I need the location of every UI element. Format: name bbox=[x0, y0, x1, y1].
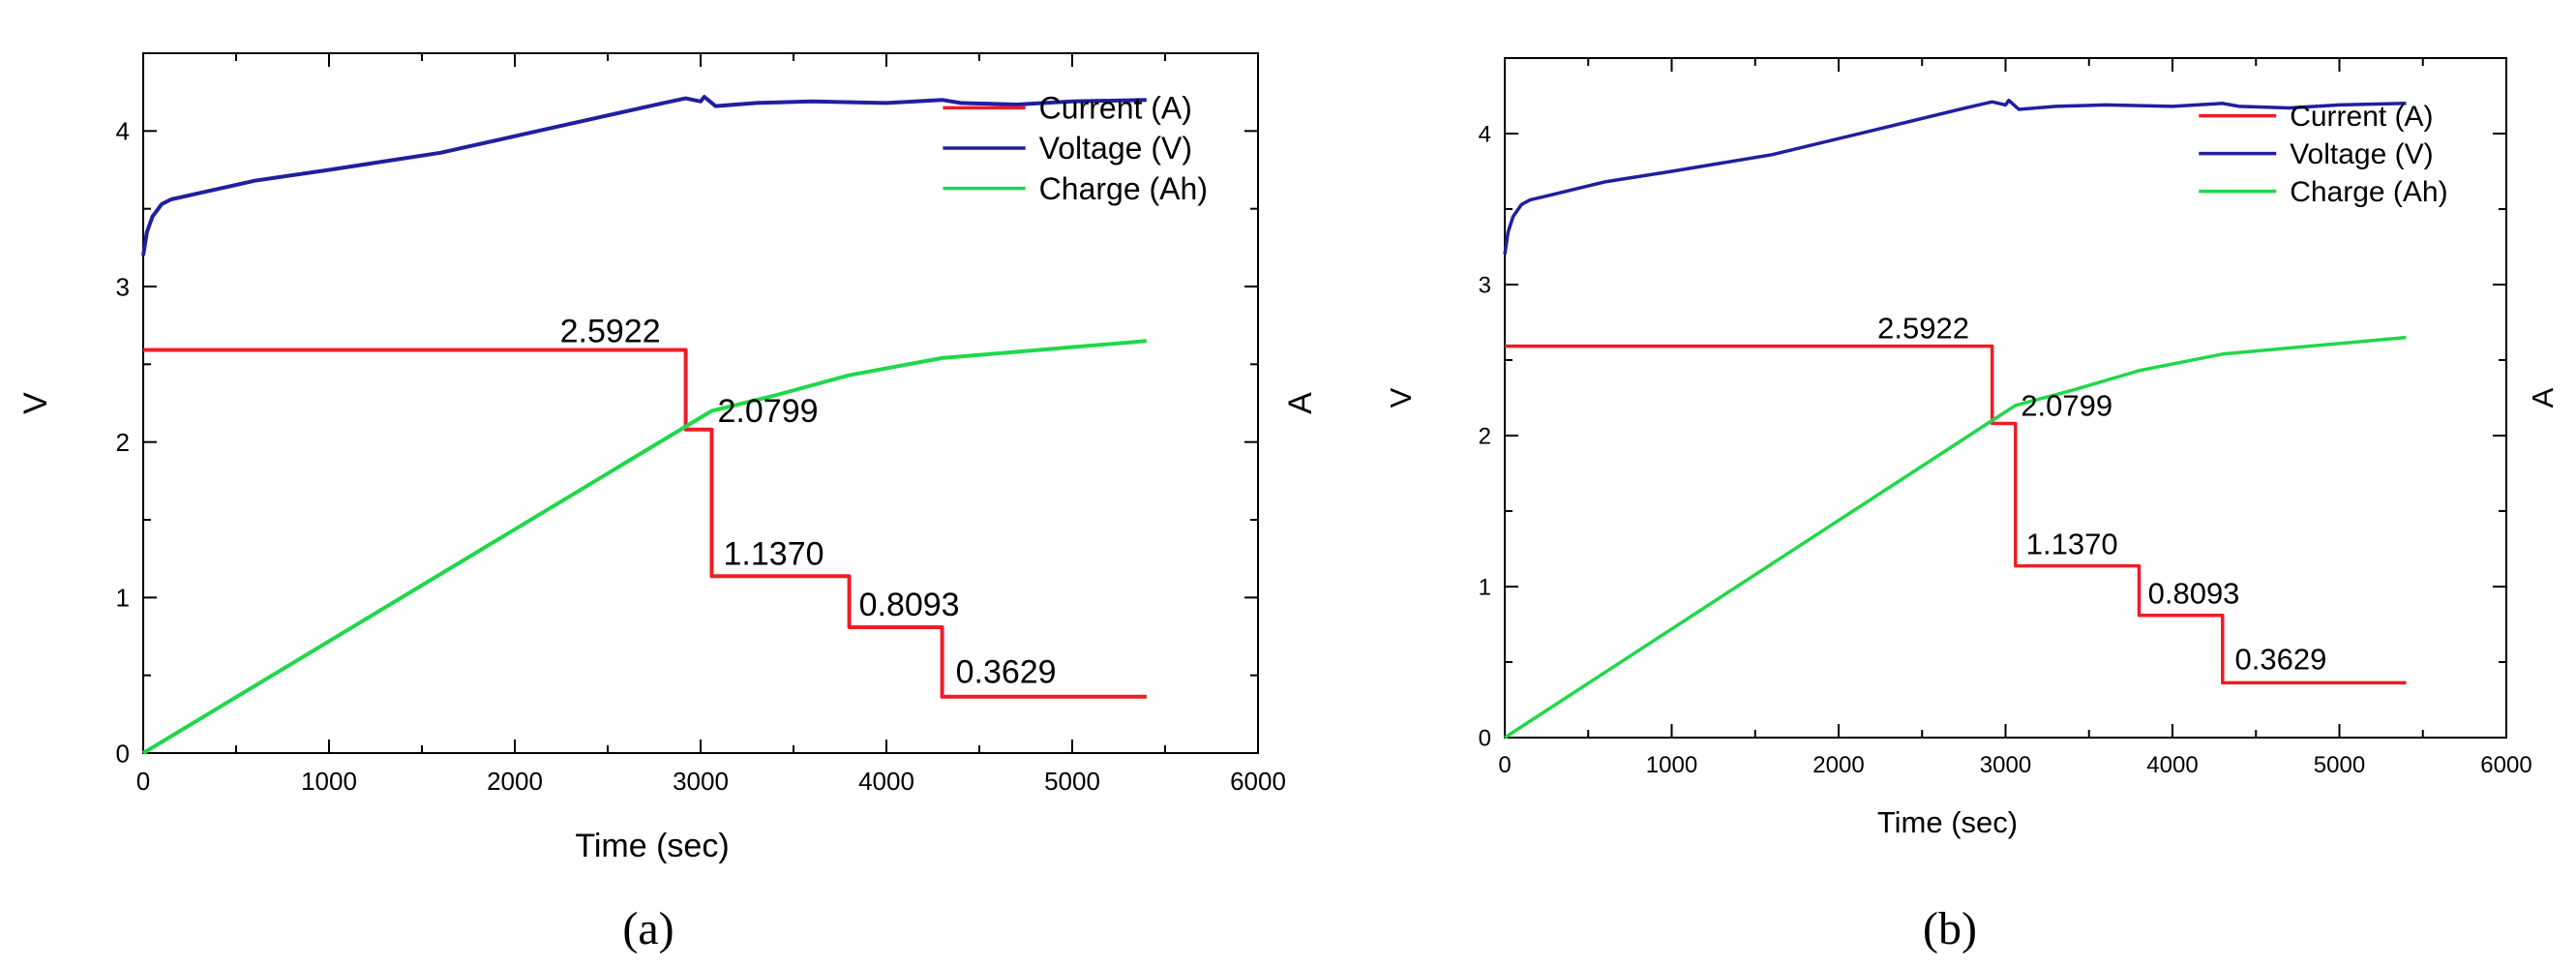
data-label: 0.8093 bbox=[859, 587, 960, 623]
legend-label: Voltage (V) bbox=[2290, 138, 2433, 170]
data-label: 1.1370 bbox=[724, 535, 824, 572]
series-line-voltage-v bbox=[141, 95, 1147, 257]
x-tick-label: 6000 bbox=[1230, 767, 1286, 796]
series-line-current-a bbox=[1505, 344, 2407, 685]
legend-label: Voltage (V) bbox=[1039, 131, 1192, 166]
y-tick-label: 4 bbox=[1479, 122, 1491, 148]
legend-label: Current (A) bbox=[1039, 91, 1192, 126]
chart-panel-b: 0 1000 2000 3000 4000 5000 6000 0 1 2 3 4 2.5922 2.07… bbox=[1384, 57, 2560, 954]
y-axis-label-left: V bbox=[1384, 387, 1418, 408]
x-tick-label: 0 bbox=[1498, 752, 1511, 778]
y-axis-label-right: A bbox=[2526, 387, 2560, 408]
legend-label: Current (A) bbox=[2290, 101, 2433, 133]
x-tick-label: 2000 bbox=[1812, 752, 1864, 778]
x-tick-label: 0 bbox=[136, 767, 150, 796]
y-tick-label: 3 bbox=[1479, 273, 1491, 299]
y-tick-label: 3 bbox=[116, 272, 130, 301]
series-line-charge-ah bbox=[141, 339, 1147, 755]
x-axis-label: Time (sec) bbox=[1877, 805, 2018, 839]
chart-panel-a: 0 1000 2000 3000 4000 5000 6000 0 1 2 3 4 2.5922 2.07… bbox=[17, 52, 1319, 954]
x-tick-label: 4000 bbox=[858, 767, 914, 796]
data-label: 2.0799 bbox=[718, 393, 819, 430]
y-tick-label: 4 bbox=[116, 117, 130, 146]
legend-label: Charge (Ah) bbox=[2290, 176, 2447, 208]
data-label: 2.5922 bbox=[560, 314, 661, 350]
data-label: 2.0799 bbox=[2021, 389, 2112, 423]
x-tick-label: 5000 bbox=[2314, 752, 2365, 778]
y-axis-label-right: A bbox=[1282, 392, 1319, 414]
x-tick-label: 1000 bbox=[1646, 752, 1697, 778]
y-tick-label: 2 bbox=[116, 428, 130, 457]
data-label: 0.8093 bbox=[2148, 577, 2240, 611]
panel-caption: (b) bbox=[1923, 903, 1977, 954]
data-label: 1.1370 bbox=[2026, 528, 2118, 561]
y-tick-label: 1 bbox=[116, 584, 130, 613]
x-tick-label: 1000 bbox=[301, 767, 357, 796]
series-line-voltage-v bbox=[1503, 98, 2407, 256]
data-label: 2.5922 bbox=[1877, 312, 1969, 346]
series-line-current-a bbox=[143, 348, 1147, 699]
x-tick-label: 3000 bbox=[1980, 752, 2031, 778]
x-tick-label: 5000 bbox=[1044, 767, 1100, 796]
x-tick-label: 4000 bbox=[2146, 752, 2198, 778]
y-tick-label: 0 bbox=[1479, 726, 1491, 752]
x-axis-label: Time (sec) bbox=[575, 828, 729, 864]
x-tick-label: 3000 bbox=[673, 767, 729, 796]
y-tick-label: 1 bbox=[1479, 575, 1491, 601]
data-label: 0.3629 bbox=[2235, 642, 2327, 676]
y-axis-label-left: V bbox=[17, 392, 54, 414]
y-tick-label: 2 bbox=[1479, 424, 1491, 450]
legend-label: Charge (Ah) bbox=[1039, 171, 1208, 206]
series-line-charge-ah bbox=[1504, 335, 2407, 740]
panel-caption: (a) bbox=[622, 903, 674, 954]
x-tick-label: 2000 bbox=[487, 767, 543, 796]
x-tick-label: 6000 bbox=[2480, 752, 2531, 778]
data-label: 0.3629 bbox=[956, 654, 1057, 691]
y-tick-label: 0 bbox=[116, 739, 130, 768]
